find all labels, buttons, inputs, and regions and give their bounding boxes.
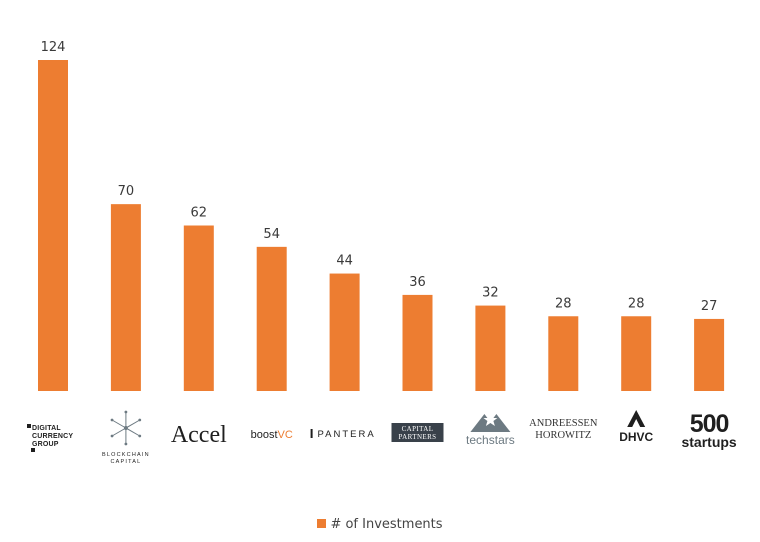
value-label-4: 54 <box>263 227 280 242</box>
svg-text:ANDREESSEN: ANDREESSEN <box>529 418 598 429</box>
value-label-9: 28 <box>628 296 645 311</box>
bars-layer <box>38 60 725 391</box>
dhvc-logo: DHVC <box>619 410 654 444</box>
svg-text:CAPITAL: CAPITAL <box>110 459 141 465</box>
value-label-2: 70 <box>118 184 135 199</box>
value-label-5: 44 <box>336 254 353 269</box>
value-label-1: 124 <box>41 40 66 55</box>
bar-8 <box>548 316 579 391</box>
svg-text:BLOCKCHAIN: BLOCKCHAIN <box>102 452 150 458</box>
svg-text:DIGITAL: DIGITAL <box>32 425 61 432</box>
svg-text:startups: startups <box>681 434 736 450</box>
bar-1 <box>38 60 68 391</box>
svg-text:DHVC: DHVC <box>619 430 653 444</box>
svg-text:PANTERA: PANTERA <box>318 429 376 440</box>
bar-9 <box>621 316 652 391</box>
svg-text:500: 500 <box>690 410 729 438</box>
legend: # of Investments <box>0 517 760 532</box>
value-label-8: 28 <box>555 296 572 311</box>
accel-logo: Accel <box>171 422 227 448</box>
legend-label: # of Investments <box>330 517 443 532</box>
svg-text:CURRENCY: CURRENCY <box>32 433 73 440</box>
svg-text:Accel: Accel <box>171 422 227 448</box>
value-label-3: 62 <box>191 206 208 221</box>
svg-text:GROUP: GROUP <box>32 441 59 448</box>
svg-text:HOROWITZ: HOROWITZ <box>535 430 591 441</box>
bar-4 <box>256 246 287 391</box>
value-label-10: 27 <box>701 299 718 314</box>
techstars-logo: techstars <box>466 413 515 447</box>
bar-6 <box>402 294 433 391</box>
pantera-logo: PANTERA <box>310 429 376 440</box>
value-label-6: 36 <box>409 275 426 290</box>
svg-text:techstars: techstars <box>466 433 515 447</box>
bar-5 <box>329 273 360 391</box>
svg-text:boostVC: boostVC <box>251 429 293 441</box>
svg-text:CAPITAL: CAPITAL <box>402 425 434 433</box>
svg-text:PARTNERS: PARTNERS <box>399 433 437 441</box>
value-labels-layer: 124 70 62 54 44 36 32 28 28 27 <box>41 40 718 314</box>
bar-3 <box>183 225 214 391</box>
bar-10 <box>694 318 725 391</box>
category-logos-layer: DIGITALCURRENCYGROUPBLOCKCHAINCAPITALAcc… <box>27 410 737 465</box>
bar-7 <box>475 305 506 391</box>
bar-2 <box>110 204 141 391</box>
legend-swatch <box>317 519 327 528</box>
boostvc-logo: boostVC <box>251 429 293 441</box>
value-label-7: 32 <box>482 286 499 301</box>
